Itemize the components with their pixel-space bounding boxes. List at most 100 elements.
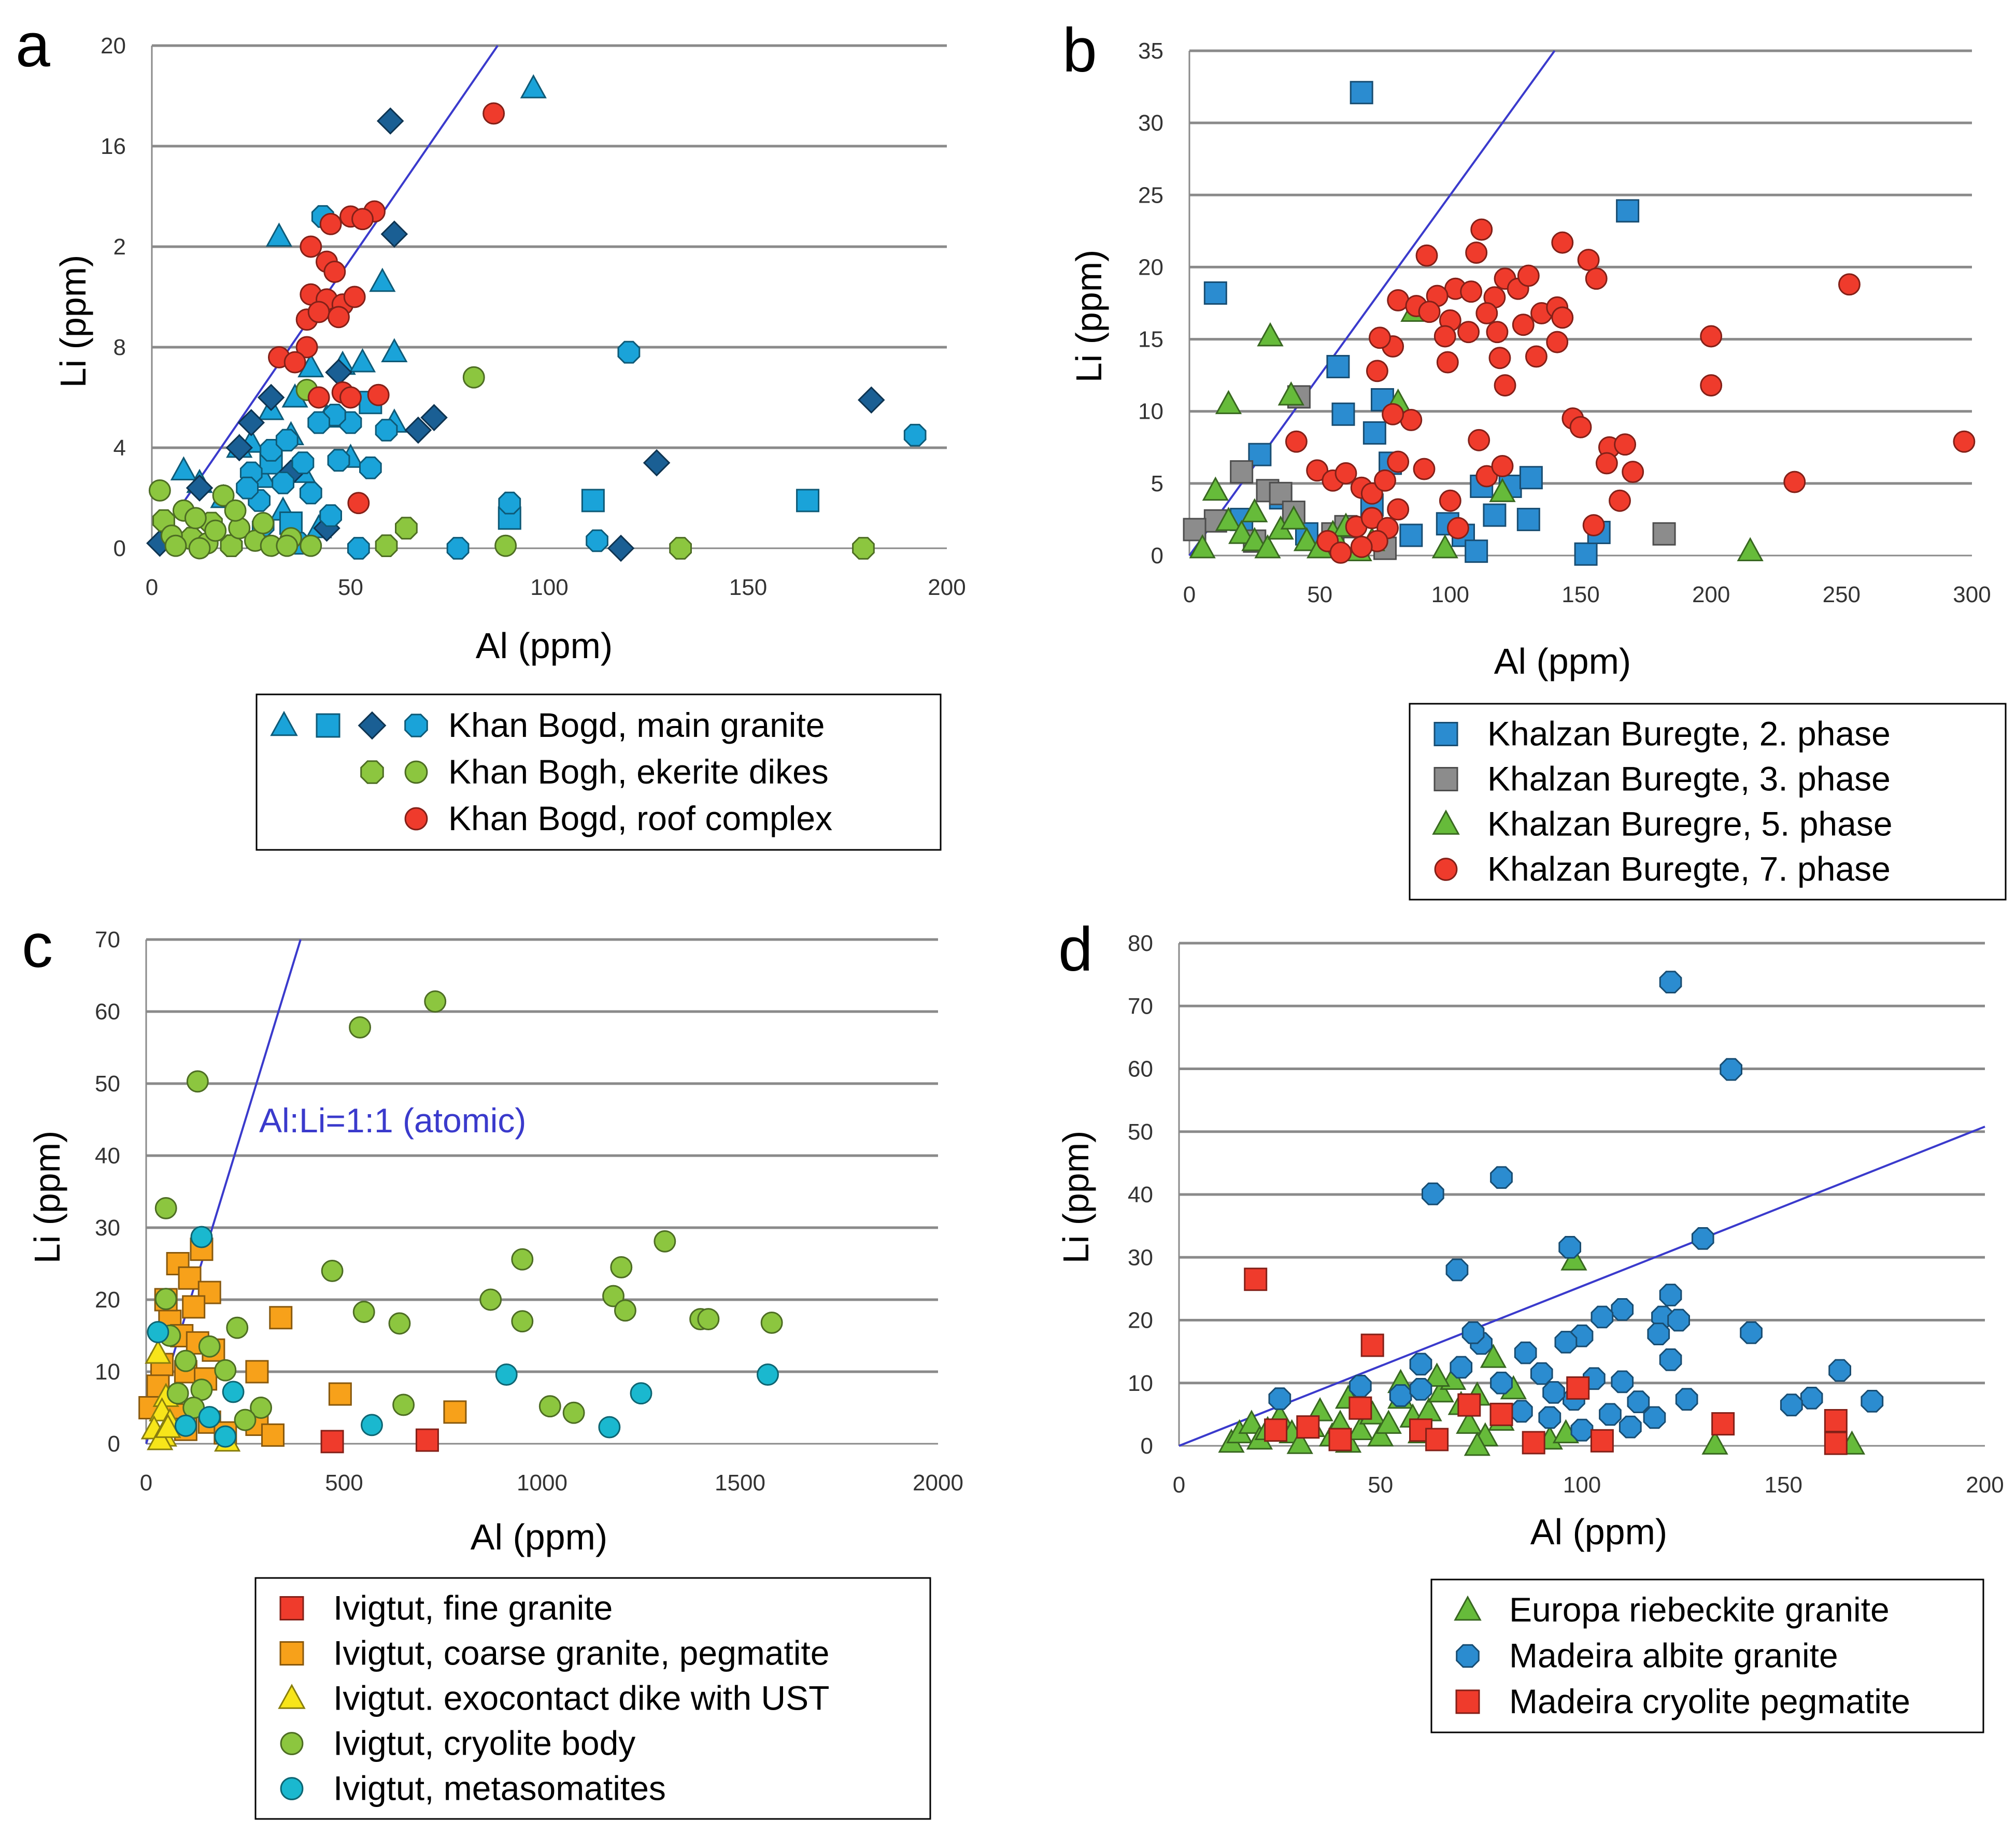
data-point (1445, 1258, 1469, 1282)
data-point (498, 491, 521, 515)
data-point (361, 1414, 383, 1436)
data-point (1489, 1402, 1513, 1426)
data-point (380, 220, 408, 248)
data-point (1514, 1341, 1537, 1364)
legend-marker (316, 713, 340, 738)
data-point (236, 476, 259, 500)
legend-label: Khalzan Buregte, 3. phase (1487, 760, 1891, 798)
data-point (170, 456, 197, 480)
data-point (148, 479, 171, 502)
x-tick-label: 200 (1966, 1472, 2004, 1498)
data-point (307, 386, 330, 409)
data-point (1614, 433, 1637, 456)
data-point (1675, 1388, 1698, 1411)
data-point (538, 1395, 561, 1418)
panel-a-legend: Khan Bogd, main granite Khan Bogh, ekerit… (255, 693, 942, 851)
x-tick-label: 50 (1368, 1472, 1393, 1498)
data-point (265, 222, 293, 247)
data-point (1711, 1412, 1735, 1436)
data-point (1264, 1418, 1288, 1442)
data-point (1616, 199, 1640, 223)
data-point (443, 1400, 467, 1424)
data-point (1415, 244, 1438, 267)
x-tick-label: 500 (325, 1470, 363, 1496)
data-point (1701, 1430, 1728, 1455)
y-tick-label: 10 (1138, 399, 1163, 424)
data-point (1387, 450, 1410, 473)
data-point (586, 529, 608, 552)
data-point (1382, 403, 1404, 425)
data-point (300, 235, 322, 258)
data-point (796, 489, 820, 513)
data-point (1334, 462, 1357, 485)
data-point (1643, 1406, 1666, 1429)
legend-marker (280, 1777, 304, 1800)
data-point (1585, 267, 1608, 290)
legend-label: Khalzan Buregte, 2. phase (1487, 715, 1891, 753)
legend-marker (1454, 1595, 1482, 1621)
data-point (1566, 1376, 1590, 1400)
y-tick-label: 60 (1128, 1057, 1153, 1082)
panel-d-ylabel: Li (ppm) (1056, 1131, 1096, 1264)
data-point (1254, 534, 1281, 559)
y-tick-label: 0 (108, 1431, 120, 1457)
x-tick-label: 150 (1765, 1472, 1802, 1498)
y-tick-label: 60 (95, 999, 120, 1025)
data-point (1387, 289, 1410, 311)
data-point (272, 472, 294, 494)
data-point (339, 386, 362, 409)
y-tick-label: 8 (113, 335, 126, 360)
x-tick-label: 0 (146, 575, 158, 600)
data-point (494, 534, 517, 557)
data-point (760, 1312, 783, 1334)
data-point (614, 1299, 636, 1322)
data-point (630, 1382, 652, 1405)
x-tick-label: 100 (530, 575, 568, 600)
legend-label: Ivigtut. exocontact dike with UST (333, 1679, 829, 1717)
x-tick-label: 0 (140, 1470, 152, 1496)
data-point (1241, 498, 1268, 522)
y-tick-label: 20 (101, 33, 126, 59)
data-point (1366, 360, 1388, 382)
data-point (607, 534, 635, 562)
data-point (1512, 314, 1535, 336)
data-point (388, 1312, 411, 1335)
data-point (147, 1321, 169, 1344)
legend-label: Ivigtut, fine granite (333, 1589, 613, 1627)
data-point (367, 383, 390, 406)
data-point (275, 429, 299, 452)
data-point (1228, 519, 1255, 544)
data-point (1700, 325, 1723, 348)
data-point (261, 1423, 285, 1447)
data-point (1554, 1331, 1578, 1354)
y-tick-label: 2 (113, 234, 126, 260)
panel-d: 0 10 20 30 40 50 60 70 80 0 50 100 150 200 d Al (ppm)… (1056, 915, 2004, 1733)
data-point (1517, 264, 1540, 287)
x-tick-label: 50 (338, 575, 363, 600)
data-point (319, 212, 342, 235)
data-point (1389, 1384, 1412, 1407)
data-point (352, 1301, 375, 1324)
data-point (1331, 402, 1355, 426)
x-tick-label: 2000 (913, 1470, 963, 1496)
data-point (1202, 476, 1229, 501)
y-tick-label: 4 (113, 435, 126, 461)
data-point (903, 423, 927, 447)
data-point (1824, 1431, 1848, 1455)
data-point (214, 1359, 237, 1382)
data-point (1439, 489, 1461, 512)
data-point (1490, 1371, 1513, 1395)
data-point (1280, 505, 1307, 530)
data-point (1838, 273, 1861, 296)
legend-label: Ivigtut, coarse granite, pegmatite (333, 1634, 830, 1672)
data-point (562, 1401, 585, 1424)
x-tick-label: 150 (729, 575, 767, 600)
data-point (1433, 325, 1456, 348)
y-tick-label: 20 (1128, 1308, 1153, 1333)
data-point (1431, 534, 1458, 559)
data-point (376, 107, 404, 135)
panel-c-ylabel: Li (ppm) (27, 1131, 67, 1264)
data-point (1461, 1321, 1485, 1344)
data-point (1522, 1431, 1545, 1455)
